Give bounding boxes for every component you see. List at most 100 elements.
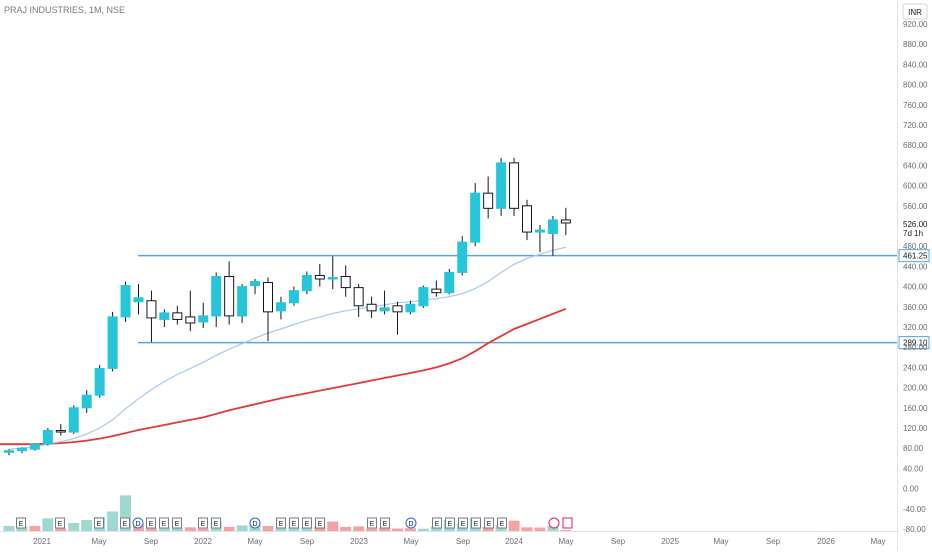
price-tick-label: 640.00 bbox=[903, 161, 928, 170]
event-marker-label: E bbox=[448, 521, 453, 528]
earnings-marker bbox=[172, 517, 182, 529]
earnings-marker bbox=[302, 517, 312, 529]
event-marker-label: D bbox=[408, 521, 413, 528]
candle-body bbox=[483, 192, 494, 209]
price-scale[interactable]: 920.00 880.00 840.00 800.00 760.00 720.00 680.… bbox=[903, 20, 928, 534]
price-tick-label: 720.00 bbox=[903, 121, 928, 130]
time-tick-label: Sep bbox=[144, 537, 159, 546]
time-tick-label: May bbox=[558, 537, 573, 546]
volume-bar bbox=[534, 527, 546, 531]
candle-body bbox=[327, 277, 338, 280]
volume-bar bbox=[107, 511, 119, 531]
volume-bar bbox=[68, 522, 80, 531]
time-tick-label: 2024 bbox=[505, 537, 523, 546]
volume-bar bbox=[353, 526, 365, 531]
time-tick-label: 2022 bbox=[194, 537, 212, 546]
volume-bar bbox=[145, 528, 157, 531]
moving-averages-layer bbox=[0, 246, 567, 450]
event-marker-label: E bbox=[279, 521, 284, 528]
price-tick-label: 480.00 bbox=[903, 242, 928, 251]
event-marker-label: E bbox=[58, 521, 63, 528]
candle-body bbox=[392, 305, 403, 313]
event-marker-label: E bbox=[97, 521, 102, 528]
bar-countdown: 7d 1h bbox=[903, 229, 923, 238]
volume-bar bbox=[327, 521, 339, 531]
event-marker-label: E bbox=[292, 521, 297, 528]
price-tick-label: -80.00 bbox=[903, 525, 926, 534]
price-tick-label: 920.00 bbox=[903, 20, 928, 29]
event-marker-label: E bbox=[370, 521, 375, 528]
volume-bar bbox=[560, 530, 572, 531]
time-tick-label: 2026 bbox=[817, 537, 835, 546]
volume-bar bbox=[29, 525, 41, 531]
event-marker-label: E bbox=[149, 521, 154, 528]
volume-bar bbox=[379, 527, 391, 531]
currency-badge[interactable]: INR bbox=[902, 3, 928, 20]
candle-body bbox=[16, 447, 27, 452]
time-tick-label: May bbox=[403, 537, 418, 546]
horizontal-level-badge bbox=[898, 336, 930, 350]
time-tick-label: May bbox=[247, 537, 262, 546]
price-tick-label: 240.00 bbox=[903, 363, 928, 372]
candle-body bbox=[29, 443, 40, 450]
price-tick-label: 880.00 bbox=[903, 40, 928, 49]
price-tick-label: 80.00 bbox=[903, 444, 924, 453]
event-marker-label: E bbox=[19, 521, 24, 528]
candle-body bbox=[340, 276, 351, 289]
earnings-marker bbox=[432, 517, 442, 529]
earnings-marker bbox=[146, 517, 156, 529]
volume-bar bbox=[340, 526, 352, 531]
volume-bar bbox=[392, 528, 403, 531]
candle-body bbox=[301, 274, 312, 292]
event-marker-label: E bbox=[175, 521, 180, 528]
candle-body bbox=[418, 287, 429, 307]
price-tick-label: 320.00 bbox=[903, 323, 928, 332]
price-tick-label: 760.00 bbox=[903, 101, 928, 110]
candle-body bbox=[522, 205, 532, 233]
price-tick-label: 800.00 bbox=[903, 81, 928, 90]
earnings-marker bbox=[276, 517, 286, 529]
long-moving-average-line bbox=[0, 307, 567, 446]
price-tick-label: 680.00 bbox=[903, 141, 928, 150]
volume-bar bbox=[81, 519, 93, 531]
volume-bar bbox=[223, 526, 235, 531]
event-marker-label: E bbox=[318, 521, 323, 528]
candles-layer bbox=[4, 157, 571, 456]
candle-body bbox=[547, 219, 558, 235]
future-earnings-marker bbox=[562, 517, 573, 529]
last-price-value: 526.00 bbox=[903, 220, 928, 229]
candle-body bbox=[237, 286, 248, 317]
candle-body bbox=[250, 281, 261, 287]
earnings-marker bbox=[458, 517, 468, 529]
candle-body bbox=[431, 288, 442, 294]
candle-body bbox=[81, 394, 92, 409]
price-tick-label: 560.00 bbox=[903, 202, 928, 211]
earnings-marker bbox=[471, 517, 481, 529]
earnings-marker bbox=[16, 517, 26, 529]
price-tick-label: 120.00 bbox=[903, 424, 928, 433]
candle-body bbox=[224, 276, 235, 317]
horizontal-lines-layer[interactable]: 461.25 289.10 bbox=[138, 249, 930, 350]
currency-label: INR bbox=[908, 8, 922, 17]
horizontal-level-badge bbox=[898, 249, 930, 263]
candle-body bbox=[560, 219, 571, 224]
volume-bar bbox=[55, 528, 67, 531]
candle-body bbox=[353, 287, 364, 307]
volume-bar bbox=[417, 528, 429, 531]
event-marker-label: E bbox=[201, 521, 206, 528]
candle-body bbox=[159, 312, 170, 320]
event-marker-label: E bbox=[123, 521, 128, 528]
earnings-marker bbox=[120, 517, 130, 529]
volume-bar bbox=[236, 525, 248, 531]
candle-body bbox=[457, 241, 468, 273]
earnings-marker bbox=[211, 517, 221, 529]
event-marker-label: D bbox=[135, 521, 140, 528]
price-tick-label: 40.00 bbox=[903, 464, 924, 473]
volume-bar bbox=[262, 525, 274, 531]
event-marker-label: E bbox=[474, 521, 479, 528]
time-scale[interactable]: 2021 May Sep 2022 May Sep 2023 May Sep 2024 May Sep… bbox=[33, 537, 885, 546]
earnings-marker bbox=[315, 517, 325, 529]
